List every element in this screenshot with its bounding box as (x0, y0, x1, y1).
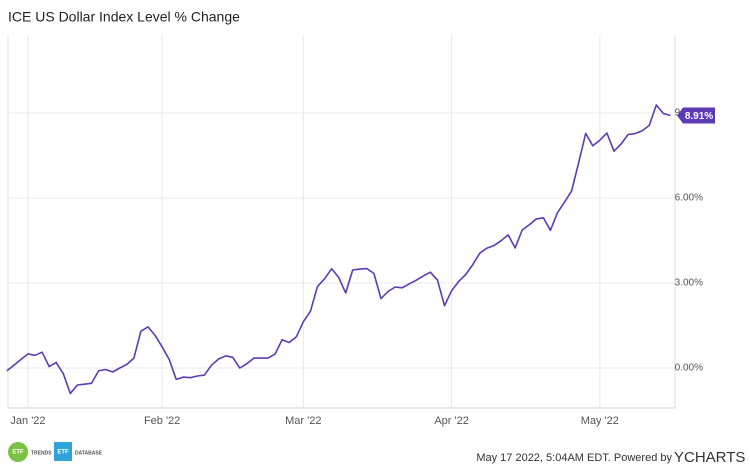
logo2-badge-shape (54, 442, 72, 461)
chart-title: ICE US Dollar Index Level % Change (8, 9, 240, 25)
logo1-text: TRENDS (31, 450, 52, 456)
brand: YCHARTS (674, 449, 745, 466)
x-tick-label: Jan '22 (10, 415, 45, 427)
logo2-badge: ETF (57, 450, 69, 456)
logo1-badge-shape (8, 442, 28, 462)
logo2-text: DATABASE (75, 450, 103, 456)
y-tick-label: 6.00% (675, 193, 703, 204)
x-tick-label: May '22 (581, 415, 619, 427)
x-tick-label: Mar '22 (285, 415, 321, 427)
timestamp: May 17 2022, 5:04AM EDT. Powered by (476, 452, 672, 464)
line (6, 104, 671, 395)
value-label: 8.91% (685, 111, 713, 122)
x-tick-label: Feb '22 (144, 415, 180, 427)
value-label-box (677, 107, 715, 124)
x-tick-label: Apr '22 (434, 415, 469, 427)
logo1-badge: ETF (12, 450, 24, 456)
y-tick-label: 3.00% (675, 278, 703, 289)
y-tick-label: 0.00% (675, 363, 703, 374)
